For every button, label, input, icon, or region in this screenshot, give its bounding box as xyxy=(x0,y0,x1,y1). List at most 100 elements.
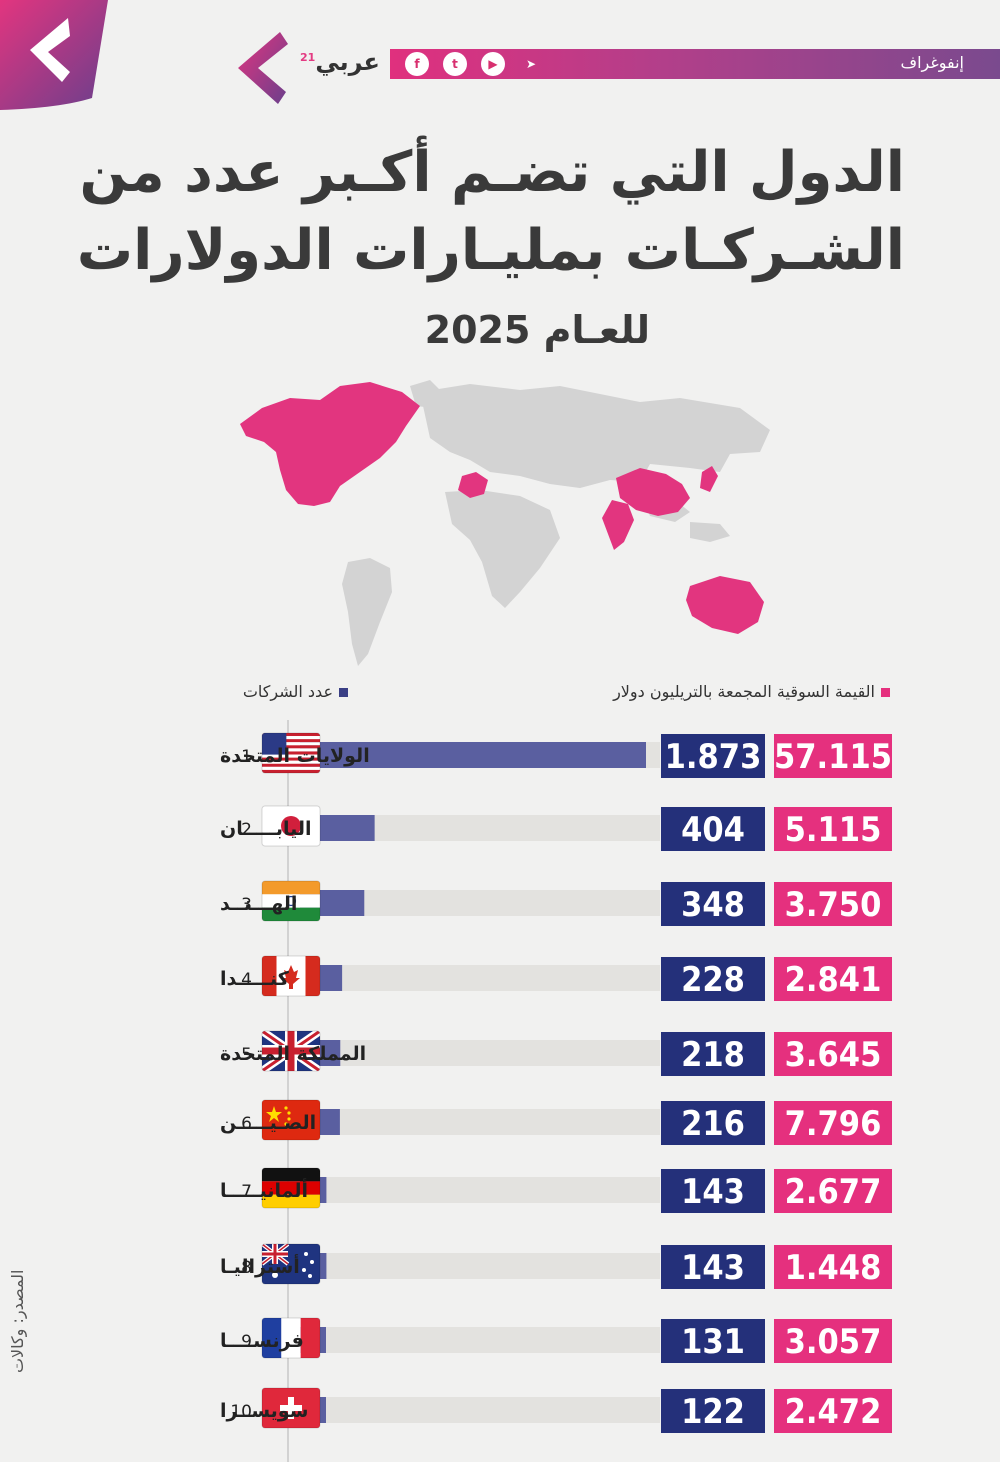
germany-flag-icon xyxy=(261,1167,321,1209)
rank-number: 6 xyxy=(241,1114,252,1134)
bar-track xyxy=(300,1253,660,1279)
market-value: 3.750 xyxy=(785,885,882,925)
rank-number: 7 xyxy=(241,1182,252,1202)
country-label: الصـيـــــن xyxy=(220,1112,316,1134)
companies-value: 228 xyxy=(681,960,745,1000)
canada-flag-icon xyxy=(261,955,321,997)
country-label: ألمانيـــــا xyxy=(220,1178,308,1202)
companies-value: 131 xyxy=(681,1322,745,1362)
corner-logo xyxy=(0,0,108,110)
companies-value-box xyxy=(661,1319,765,1363)
market-value-box xyxy=(774,1389,892,1433)
section-label: إنفوغراف xyxy=(900,53,964,72)
country-label: الولايات المتحدة xyxy=(220,745,370,767)
bar-track xyxy=(300,965,660,991)
country-label: فرنســــا xyxy=(220,1330,304,1352)
market-value-box xyxy=(774,807,892,851)
brand-logo-mark xyxy=(238,32,288,104)
bar-track xyxy=(300,1109,660,1135)
bar-track xyxy=(300,1327,660,1353)
rank-number: 1 xyxy=(241,747,252,767)
market-value: 1.448 xyxy=(785,1248,882,1288)
country-label: المملكة المتحدة xyxy=(220,1043,366,1065)
companies-value-box xyxy=(661,1032,765,1076)
market-value-box xyxy=(774,734,892,778)
companies-value: 216 xyxy=(681,1104,745,1144)
companies-value-box xyxy=(661,1389,765,1433)
telegram-icon[interactable]: ➤ xyxy=(525,57,537,71)
australia-flag-icon xyxy=(261,1243,321,1285)
rank-number: 9 xyxy=(241,1332,252,1352)
companies-value: 404 xyxy=(681,810,745,850)
us-flag-icon xyxy=(261,732,321,774)
market-value-box xyxy=(774,1101,892,1145)
source-label: المصدر: وكالات xyxy=(8,1270,27,1374)
companies-value: 218 xyxy=(681,1035,745,1075)
country-label: الهـــنــد xyxy=(220,893,297,915)
rank-number: 10 xyxy=(230,1402,252,1422)
map-base-land xyxy=(342,380,770,666)
map-india xyxy=(602,500,634,550)
market-value-box xyxy=(774,1319,892,1363)
market-value-box xyxy=(774,1169,892,1213)
rank-number: 4 xyxy=(241,970,252,990)
japan-flag-icon xyxy=(261,805,321,847)
market-value-box xyxy=(774,1245,892,1289)
market-value: 57.115 xyxy=(774,737,892,777)
market-value-box xyxy=(774,957,892,1001)
map-australia xyxy=(686,576,764,634)
legend-navy-swatch xyxy=(339,688,348,697)
companies-value-box xyxy=(661,957,765,1001)
country-label: سويســرا xyxy=(220,1400,308,1422)
title-line-3: للعـام 2025 xyxy=(424,308,650,352)
legend-market-value: القيمة السوقية المجمعة بالتريليون دولار xyxy=(613,682,890,701)
rank-number: 5 xyxy=(241,1045,252,1065)
map-china xyxy=(616,468,690,516)
companies-value: 143 xyxy=(681,1172,745,1212)
companies-value-box xyxy=(661,882,765,926)
companies-value-box xyxy=(661,1245,765,1289)
market-value: 2.841 xyxy=(785,960,882,1000)
companies-value-box xyxy=(661,1101,765,1145)
market-value-box xyxy=(774,1032,892,1076)
map-north-america xyxy=(240,382,420,506)
twitter-icon[interactable]: t xyxy=(443,52,467,76)
market-value: 7.796 xyxy=(785,1104,882,1144)
world-map xyxy=(240,380,770,666)
companies-value: 348 xyxy=(681,885,745,925)
market-value: 3.057 xyxy=(785,1322,882,1362)
france-flag-icon xyxy=(261,1317,321,1359)
market-value: 2.677 xyxy=(785,1172,882,1212)
map-europe xyxy=(458,472,488,498)
market-value: 2.472 xyxy=(785,1392,882,1432)
youtube-icon[interactable]: ▶ xyxy=(481,52,505,76)
legend-pink-swatch xyxy=(881,688,890,697)
companies-value: 122 xyxy=(681,1392,745,1432)
bar-companies xyxy=(300,742,646,768)
country-label: أستراليـا xyxy=(220,1254,300,1278)
china-flag-icon xyxy=(261,1099,321,1141)
market-value: 5.115 xyxy=(785,810,882,850)
companies-value-box xyxy=(661,1169,765,1213)
market-value: 3.645 xyxy=(785,1035,882,1075)
bar-track xyxy=(300,1177,660,1203)
country-label: كنـــــدا xyxy=(220,968,290,990)
facebook-icon[interactable]: f xyxy=(405,52,429,76)
companies-value: 143 xyxy=(681,1248,745,1288)
rank-number: 2 xyxy=(241,820,252,840)
companies-value-box xyxy=(661,734,765,778)
rank-number: 8 xyxy=(241,1258,252,1278)
title-line-1: الدول التي تضـم أكـبر عدد من xyxy=(79,140,905,205)
map-japan xyxy=(700,466,718,492)
companies-value-box xyxy=(661,807,765,851)
market-value-box xyxy=(774,882,892,926)
top-bar: f t ▶ ➤ إنفوغراف xyxy=(390,49,1000,79)
switzerland-flag-icon xyxy=(261,1387,321,1429)
country-label: اليابـــــان xyxy=(220,818,312,840)
title-line-2: الشـركـات بمليـارات الدولارات xyxy=(76,218,905,283)
map-highlight xyxy=(240,382,764,634)
bar-track xyxy=(300,1397,660,1423)
uk-flag-icon xyxy=(261,1030,321,1072)
india-flag-icon xyxy=(261,880,321,922)
